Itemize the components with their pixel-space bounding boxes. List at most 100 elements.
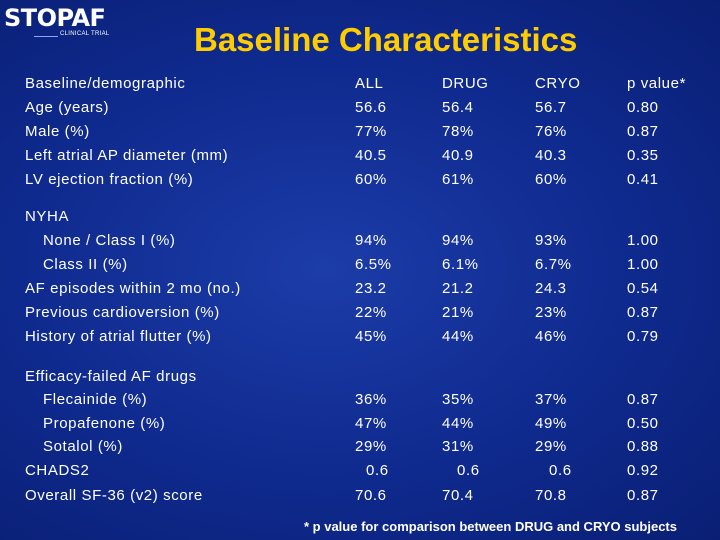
- row-all: 0.6: [366, 462, 389, 479]
- row-all: 70.6: [355, 487, 387, 504]
- row-all: 60%: [355, 171, 387, 188]
- table-row: AF episodes within 2 mo (no.) 23.2 21.2 …: [0, 277, 720, 301]
- slide-title: Baseline Characteristics: [194, 21, 578, 58]
- table-row: Age (years) 56.6 56.4 56.7 0.80: [0, 96, 720, 120]
- row-drug: 94%: [442, 232, 474, 249]
- row-cryo: 29%: [535, 438, 567, 455]
- row-drug: 21%: [442, 304, 474, 321]
- header-label: Baseline/demographic: [25, 75, 186, 92]
- row-all: 23.2: [355, 280, 387, 297]
- table-row: Propafenone (%) 47% 44% 49% 0.50: [0, 412, 720, 436]
- table-section-row: NYHA: [0, 205, 720, 229]
- row-cryo: 6.7%: [535, 256, 572, 273]
- row-cryo: 76%: [535, 123, 567, 140]
- row-all: 29%: [355, 438, 387, 455]
- stopaf-logo: STOPAF CLINICAL TRIAL: [4, 4, 154, 46]
- row-cryo: 60%: [535, 171, 567, 188]
- logo-underline: [34, 36, 58, 37]
- row-label: CHADS2: [25, 462, 90, 479]
- table-row: Overall SF-36 (v2) score 70.6 70.4 70.8 …: [0, 484, 720, 508]
- row-label: History of atrial flutter (%): [25, 328, 212, 345]
- table-row: Male (%) 77% 78% 76% 0.87: [0, 120, 720, 144]
- section-label: NYHA: [25, 208, 70, 225]
- row-p-value: 0.87: [627, 304, 659, 321]
- row-all: 6.5%: [355, 256, 392, 273]
- row-drug: 0.6: [457, 462, 480, 479]
- row-label: Overall SF-36 (v2) score: [25, 487, 203, 504]
- row-p-value: 0.54: [627, 280, 659, 297]
- table-row: Left atrial AP diameter (mm) 40.5 40.9 4…: [0, 144, 720, 168]
- row-all: 36%: [355, 391, 387, 408]
- row-p-value: 0.79: [627, 328, 659, 345]
- row-p-value: 0.50: [627, 415, 659, 432]
- table-row: Previous cardioversion (%) 22% 21% 23% 0…: [0, 301, 720, 325]
- row-drug: 21.2: [442, 280, 474, 297]
- row-cryo: 70.8: [535, 487, 567, 504]
- header-cryo: CRYO: [535, 75, 581, 92]
- row-cryo: 0.6: [549, 462, 572, 479]
- table-row: LV ejection fraction (%) 60% 61% 60% 0.4…: [0, 168, 720, 192]
- row-label: Sotalol (%): [43, 438, 123, 455]
- header-drug: DRUG: [442, 75, 489, 92]
- row-p-value: 0.87: [627, 487, 659, 504]
- row-label: LV ejection fraction (%): [25, 171, 194, 188]
- table-row: Class II (%) 6.5% 6.1% 6.7% 1.00: [0, 253, 720, 277]
- row-p-value: 0.87: [627, 391, 659, 408]
- row-drug: 44%: [442, 415, 474, 432]
- row-label: Male (%): [25, 123, 90, 140]
- row-label: Class II (%): [43, 256, 128, 273]
- table-row: CHADS2 0.6 0.6 0.6 0.92: [0, 459, 720, 483]
- row-cryo: 37%: [535, 391, 567, 408]
- row-cryo: 93%: [535, 232, 567, 249]
- table-row: Sotalol (%) 29% 31% 29% 0.88: [0, 435, 720, 459]
- row-drug: 44%: [442, 328, 474, 345]
- row-p-value: 0.41: [627, 171, 659, 188]
- row-label: Propafenone (%): [43, 415, 166, 432]
- row-label: Flecainide (%): [43, 391, 148, 408]
- row-label: AF episodes within 2 mo (no.): [25, 280, 241, 297]
- row-drug: 56.4: [442, 99, 474, 116]
- row-drug: 40.9: [442, 147, 474, 164]
- row-drug: 31%: [442, 438, 474, 455]
- row-drug: 78%: [442, 123, 474, 140]
- row-all: 94%: [355, 232, 387, 249]
- table-row: History of atrial flutter (%) 45% 44% 46…: [0, 325, 720, 349]
- table-header-row: Baseline/demographic ALL DRUG CRYO p val…: [0, 72, 720, 96]
- row-all: 56.6: [355, 99, 387, 116]
- row-label: None / Class I (%): [43, 232, 176, 249]
- row-p-value: 0.87: [627, 123, 659, 140]
- row-cryo: 24.3: [535, 280, 567, 297]
- row-label: Previous cardioversion (%): [25, 304, 220, 321]
- table-row: Flecainide (%) 36% 35% 37% 0.87: [0, 388, 720, 412]
- row-drug: 6.1%: [442, 256, 479, 273]
- row-drug: 35%: [442, 391, 474, 408]
- logo-wordmark: STOPAF: [4, 4, 106, 32]
- row-drug: 61%: [442, 171, 474, 188]
- row-p-value: 0.35: [627, 147, 659, 164]
- row-p-value: 0.92: [627, 462, 659, 479]
- footnote: * p value for comparison between DRUG an…: [304, 519, 677, 534]
- row-label: Left atrial AP diameter (mm): [25, 147, 229, 164]
- row-drug: 70.4: [442, 487, 474, 504]
- row-all: 45%: [355, 328, 387, 345]
- row-p-value: 0.80: [627, 99, 659, 116]
- row-all: 22%: [355, 304, 387, 321]
- row-p-value: 1.00: [627, 232, 659, 249]
- row-cryo: 49%: [535, 415, 567, 432]
- section-label: Efficacy-failed AF drugs: [25, 368, 197, 385]
- row-all: 47%: [355, 415, 387, 432]
- row-p-value: 0.88: [627, 438, 659, 455]
- logo-subtitle: CLINICAL TRIAL: [60, 31, 110, 37]
- row-cryo: 56.7: [535, 99, 567, 116]
- row-p-value: 1.00: [627, 256, 659, 273]
- table-section-row: Efficacy-failed AF drugs: [0, 365, 720, 389]
- row-all: 77%: [355, 123, 387, 140]
- table-row: None / Class I (%) 94% 94% 93% 1.00: [0, 229, 720, 253]
- header-all: ALL: [355, 75, 384, 92]
- row-cryo: 40.3: [535, 147, 567, 164]
- row-cryo: 46%: [535, 328, 567, 345]
- row-label: Age (years): [25, 99, 110, 116]
- row-all: 40.5: [355, 147, 387, 164]
- row-cryo: 23%: [535, 304, 567, 321]
